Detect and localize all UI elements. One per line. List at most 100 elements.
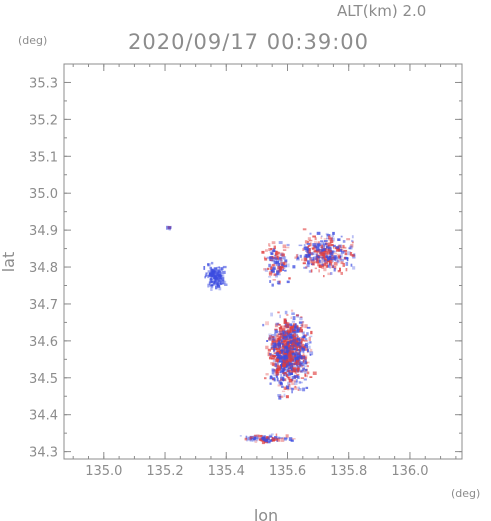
echo-pixel: [290, 329, 294, 332]
echo-pixel: [324, 244, 327, 247]
echo-pixel: [325, 232, 329, 235]
echo-pixel: [291, 312, 295, 315]
echo-pixel: [340, 271, 343, 275]
echo-pixel: [270, 266, 273, 270]
echo-pixel: [300, 316, 303, 318]
echo-pixel: [283, 318, 287, 323]
echo-pixel: [304, 356, 307, 361]
echo-pixel: [320, 242, 325, 246]
y-tick-label: 34.6: [29, 335, 58, 350]
echo-pixel: [302, 353, 305, 357]
echo-pixel: [239, 435, 242, 437]
echo-pixel: [270, 248, 273, 251]
echo-pixel: [274, 273, 278, 278]
echo-pixel: [273, 245, 276, 250]
echo-pixel: [281, 356, 285, 359]
echo-pixel: [283, 340, 287, 345]
echo-pixel: [281, 390, 286, 393]
echo-pixel: [217, 269, 220, 272]
echo-pixel: [271, 344, 275, 348]
echo-pixel: [288, 378, 293, 383]
echo-pixel: [275, 371, 280, 375]
echo-pixel: [300, 377, 305, 379]
echo-pixel: [284, 329, 288, 333]
echo-pixel: [288, 383, 291, 387]
echo-pixel: [317, 259, 319, 264]
echo-pixel: [320, 252, 322, 256]
echo-pixel: [207, 283, 210, 288]
echo-pixel: [264, 438, 268, 443]
echo-pixel: [314, 257, 319, 261]
echo-pixel: [298, 362, 302, 365]
echo-pixel: [351, 254, 355, 257]
echo-pixel: [268, 248, 271, 251]
echo-pixel: [294, 353, 298, 356]
echo-pixel: [303, 244, 306, 248]
echo-pixel: [207, 263, 211, 267]
x-tick-label: 135.0: [85, 464, 122, 479]
echo-pixel: [277, 311, 280, 314]
echo-pixel: [278, 379, 281, 383]
echo-pixel: [217, 270, 222, 273]
echo-pixel: [295, 379, 298, 383]
echo-pixel: [297, 357, 300, 360]
echo-pixel: [292, 334, 296, 339]
echo-pixel: [295, 334, 299, 337]
echo-pixel: [302, 350, 305, 353]
echo-pixel: [325, 245, 330, 249]
echo-pixel: [290, 351, 294, 354]
echo-pixel: [262, 323, 265, 327]
echo-pixel: [302, 338, 305, 342]
echo-pixel: [340, 249, 344, 251]
echo-pixel: [281, 372, 286, 374]
echo-pixel: [285, 364, 289, 368]
echo-pixel: [290, 367, 294, 371]
echo-pixel: [275, 335, 279, 339]
echo-pixel: [213, 267, 218, 272]
echo-pixel: [340, 261, 344, 265]
echo-pixel: [208, 281, 211, 286]
echo-pixel: [313, 248, 317, 252]
echo-pixel: [321, 255, 324, 259]
echo-pixel: [209, 266, 213, 270]
echo-pixel: [258, 435, 262, 438]
echo-pixel: [322, 243, 327, 246]
echo-pixel: [296, 354, 299, 358]
echo-pixel: [205, 272, 208, 277]
echo-pixel: [275, 348, 278, 351]
echo-pixel: [282, 269, 284, 271]
echo-pixel: [286, 346, 288, 350]
echo-pixel: [210, 271, 215, 276]
echo-pixel: [219, 282, 224, 285]
echo-pixel: [340, 258, 343, 261]
echo-pixel: [306, 246, 309, 249]
echo-pixel: [293, 374, 296, 379]
echo-pixel: [294, 256, 297, 259]
echo-pixel: [304, 348, 309, 351]
echo-pixel: [295, 329, 299, 333]
echo-pixel: [283, 325, 286, 330]
echo-pixel: [301, 258, 303, 261]
echo-pixel: [293, 330, 297, 334]
echo-pixel: [320, 236, 323, 240]
echo-pixel: [352, 266, 356, 270]
echo-pixel: [224, 280, 227, 285]
echo-pixel: [263, 256, 266, 259]
echo-pixel: [302, 262, 306, 265]
echo-pixel: [316, 231, 321, 235]
echo-pixel: [320, 262, 324, 265]
echo-pixel: [307, 341, 310, 345]
echo-pixel: [274, 254, 276, 257]
echo-pixel: [312, 251, 316, 256]
echo-pixel: [331, 250, 334, 253]
echo-pixel: [217, 270, 220, 275]
echo-pixel: [293, 386, 298, 390]
echo-pixel: [282, 371, 287, 374]
echo-pixel: [275, 358, 279, 362]
echo-pixel: [279, 356, 283, 360]
plot-frame: [63, 63, 463, 460]
echo-pixel: [292, 265, 296, 269]
echo-pixel: [293, 323, 297, 326]
echo-pixel: [351, 239, 354, 243]
echo-pixel: [276, 350, 280, 354]
